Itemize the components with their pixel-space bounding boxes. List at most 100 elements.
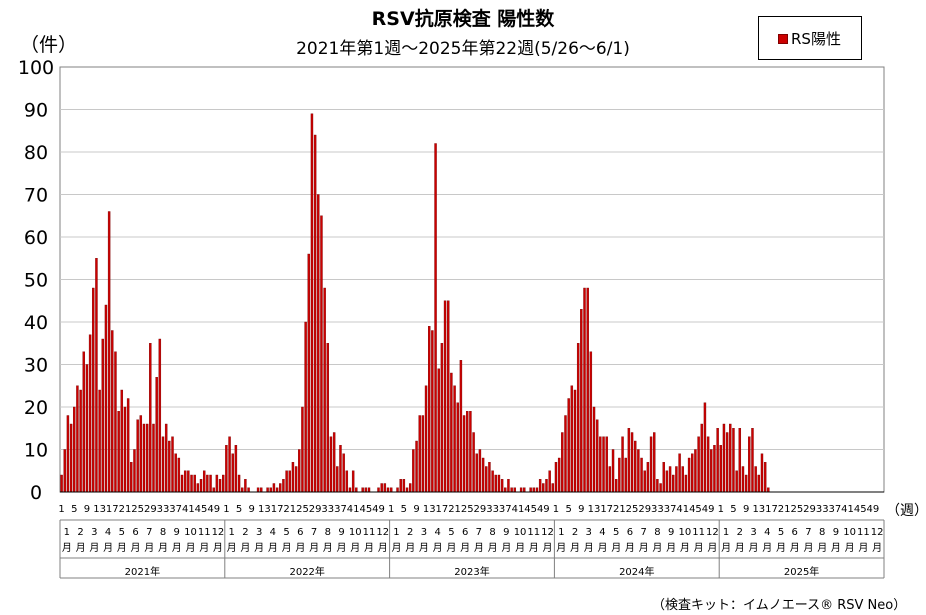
month-label: 2	[572, 527, 578, 538]
month-suffix: 月	[103, 542, 113, 554]
bar	[158, 338, 162, 493]
month-suffix: 月	[735, 542, 745, 554]
week-tick-label: 1	[718, 504, 724, 515]
bar	[459, 360, 463, 493]
bar	[317, 194, 320, 493]
bar	[183, 470, 187, 493]
bar	[513, 487, 516, 493]
y-tick-label: 10	[24, 440, 48, 462]
month-suffix: 月	[323, 542, 333, 554]
month-suffix: 月	[117, 542, 127, 554]
bar	[405, 487, 409, 493]
month-label: 3	[421, 527, 427, 538]
week-tick-label: 1	[553, 504, 559, 515]
week-tick-label: 5	[565, 504, 571, 515]
week-tick-label: 21	[119, 504, 132, 515]
bar	[342, 453, 345, 493]
bar	[79, 389, 82, 493]
bar	[69, 423, 73, 493]
bar	[123, 406, 127, 493]
month-label: 2	[737, 527, 743, 538]
month-label: 7	[805, 527, 811, 538]
month-label: 8	[325, 527, 331, 538]
bar	[190, 474, 193, 493]
week-tick-label: 41	[512, 504, 525, 515]
bar	[418, 415, 421, 493]
month-label: 11	[198, 527, 211, 538]
bar	[164, 423, 168, 493]
bar	[542, 483, 545, 493]
bar	[665, 470, 669, 493]
bar	[155, 377, 158, 493]
bar	[684, 474, 688, 493]
bar	[697, 436, 700, 493]
bar	[703, 402, 707, 493]
week-tick-label: 25	[296, 504, 309, 515]
bar	[510, 487, 513, 493]
bar	[450, 372, 453, 493]
bar	[744, 474, 748, 493]
bar	[504, 487, 507, 493]
bar	[171, 436, 174, 493]
bar	[396, 487, 399, 493]
week-tick-label: 25	[790, 504, 803, 515]
bar	[301, 406, 304, 493]
week-tick-label: 45	[359, 504, 372, 515]
bar	[256, 487, 260, 493]
bar	[605, 436, 608, 493]
bar	[462, 415, 466, 493]
bar	[364, 487, 368, 493]
week-tick-label: 37	[664, 504, 677, 515]
bar	[117, 411, 120, 493]
bar	[282, 479, 285, 493]
week-tick-label: 45	[854, 504, 867, 515]
month-label: 6	[792, 527, 798, 538]
bar	[497, 474, 501, 493]
month-label: 2	[242, 527, 248, 538]
month-suffix: 月	[639, 542, 649, 554]
month-label: 9	[338, 527, 344, 538]
bar	[215, 474, 219, 493]
y-tick-label: 20	[24, 397, 48, 419]
month-suffix: 月	[597, 542, 607, 554]
bar	[634, 440, 637, 493]
bar	[434, 143, 437, 493]
bar	[437, 368, 440, 493]
week-tick-label: 9	[249, 504, 255, 515]
month-label: 10	[349, 527, 362, 538]
bar	[735, 470, 738, 493]
month-suffix: 月	[790, 542, 800, 554]
week-tick-label: 33	[157, 504, 170, 515]
bar	[678, 453, 681, 493]
week-tick-label: 9	[84, 504, 90, 515]
month-label: 8	[654, 527, 660, 538]
bar	[389, 487, 393, 493]
month-label: 10	[184, 527, 197, 538]
month-suffix: 月	[131, 542, 141, 554]
bar	[244, 479, 247, 493]
bar	[320, 215, 323, 493]
bar	[209, 474, 212, 493]
bar	[754, 466, 757, 493]
week-tick-label: 13	[258, 504, 271, 515]
bar	[222, 474, 225, 493]
month-suffix: 月	[543, 542, 553, 554]
bar	[228, 436, 231, 493]
bar	[494, 474, 497, 493]
week-tick-label: 21	[283, 504, 296, 515]
bar	[687, 457, 691, 493]
month-label: 2	[407, 527, 413, 538]
bar	[428, 326, 431, 493]
bar	[557, 457, 561, 493]
bar	[88, 334, 92, 493]
month-suffix: 月	[652, 542, 662, 554]
bar	[507, 479, 510, 493]
month-suffix: 月	[584, 542, 594, 554]
bar	[329, 436, 333, 493]
bar	[298, 449, 301, 493]
month-label: 6	[297, 527, 303, 538]
week-tick-label: 45	[195, 504, 208, 515]
month-label: 9	[174, 527, 180, 538]
month-suffix: 月	[309, 542, 319, 554]
bar	[675, 466, 678, 493]
